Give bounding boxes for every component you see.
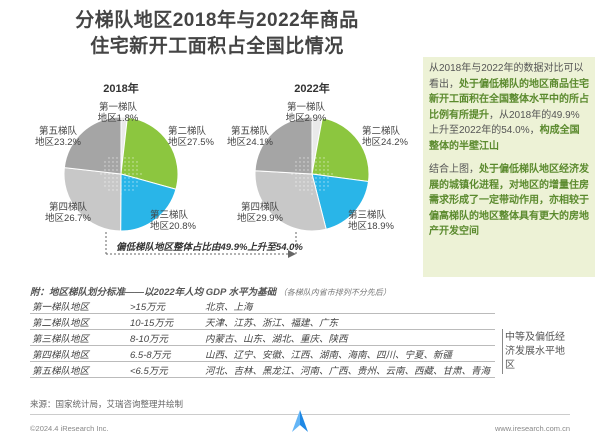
pie-slice	[63, 167, 122, 232]
table-row: 第四梯队地区 6.5-8万元 山西、辽宁、安徽、江西、湖南、海南、四川、宁夏、新疆	[30, 345, 495, 362]
pie-data-label: 第一梯队地区2.9%	[286, 101, 327, 124]
pie-slice	[311, 117, 370, 183]
title-line-2: 住宅新开工面积占全国比情况	[90, 36, 344, 57]
pie-data-label: 第四梯队地区29.9%	[237, 201, 283, 224]
pie-title: 2022年	[294, 81, 329, 95]
pie-slice	[63, 116, 122, 175]
pie-data-label: 第五梯队地区23.2%	[35, 125, 81, 148]
pie-slice	[254, 116, 313, 175]
pie-data-label: 第四梯队地区26.7%	[45, 201, 91, 224]
website: www.iresearch.com.cn	[494, 424, 570, 433]
table-row: 第三梯队地区 8-10万元 内蒙古、山东、湖北、重庆、陕西	[30, 329, 495, 346]
pie-data-label: 第二梯队地区24.2%	[362, 125, 408, 148]
pie-center-texture	[100, 153, 142, 195]
pie-data-label: 第三梯队地区20.8%	[150, 209, 196, 232]
copyright: ©2024.4 iResearch Inc.	[30, 424, 109, 433]
pie-data-label: 第三梯队地区18.9%	[348, 209, 394, 232]
pie-slice	[311, 173, 370, 230]
pie-slice	[120, 116, 179, 190]
page-title: 分梯队地区2018年与2022年商品 住宅新开工面积占全国比情况	[22, 8, 412, 60]
table-row: 第五梯队地区 <6.5万元 河北、吉林、黑龙江、河南、广西、贵州、云南、西藏、甘肃、…	[30, 361, 495, 378]
iresearch-logo-icon	[292, 410, 308, 432]
pie-center-texture	[291, 153, 333, 195]
group-label: 中等及偏低经济发展水平地区	[505, 332, 565, 371]
source-note: 来源：国家统计局，艾瑞咨询整理并绘制	[30, 399, 184, 409]
table-row: 第二梯队地区 10-15万元 天津、江苏、浙江、福建、广东	[30, 313, 495, 330]
group-bracket	[496, 329, 503, 374]
pie-slice	[120, 173, 177, 232]
table-note: 附：地区梯队划分标准——以2022年人均 GDP 水平为基础 （各梯队内省市排列…	[30, 287, 391, 298]
pie-data-label: 第一梯队地区1.8%	[98, 101, 139, 124]
annotation-arrow-icon	[288, 250, 296, 258]
title-line-1: 分梯队地区2018年与2022年商品	[75, 10, 359, 31]
insight-panel: 从2018年与2022年的数据对比可以看出，处于偏低梯队的地区商品住宅新开工面积…	[423, 57, 595, 277]
annotation-text: 偏低梯队地区整体占比由49.9%上升至54.0%	[116, 241, 303, 253]
pie-title: 2018年	[103, 81, 138, 95]
pie-data-label: 第五梯队地区24.1%	[227, 125, 273, 148]
pie-data-label: 第二梯队地区27.5%	[168, 125, 214, 148]
insight-paragraph-1: 从2018年与2022年的数据对比可以看出，处于偏低梯队的地区商品住宅新开工面积…	[429, 63, 589, 152]
table-row: 第一梯队地区 >15万元 北京、上海	[30, 297, 495, 314]
insight-paragraph-2: 结合上图，处于偏低梯队地区经济发展的城镇化进程，对地区的增量住房需求形成了一定带…	[429, 164, 589, 237]
